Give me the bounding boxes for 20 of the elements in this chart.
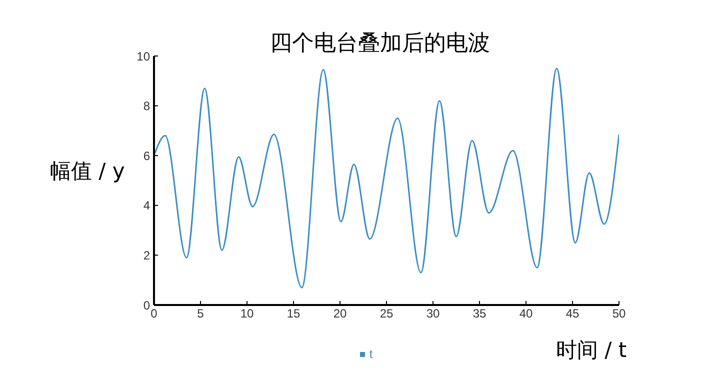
x-tick-label: 30: [426, 306, 440, 321]
y-tick-label: 4: [143, 198, 150, 213]
y-axis-title: 幅值 / y: [50, 158, 125, 185]
x-tick-label: 15: [286, 306, 300, 321]
line-series: [154, 68, 619, 288]
x-axis-title: 时间 / t: [556, 337, 627, 364]
x-tick-label: 5: [197, 306, 204, 321]
y-tick-label: 10: [136, 49, 150, 64]
x-tick-label: 50: [612, 306, 626, 321]
y-tick-label: 8: [143, 99, 150, 114]
x-tick-label: 20: [333, 306, 347, 321]
legend-label: t: [369, 347, 373, 361]
y-tick-label: 2: [143, 248, 150, 262]
x-tick-label: 35: [472, 306, 486, 321]
x-tick-label: 45: [566, 306, 580, 321]
chart-title: 四个电台叠加后的电波: [269, 30, 491, 58]
x-tick-label: 25: [380, 306, 394, 321]
x-tick-label: 10: [240, 306, 254, 321]
y-tick-label: 6: [143, 148, 150, 163]
x-tick-label: 40: [519, 306, 533, 321]
